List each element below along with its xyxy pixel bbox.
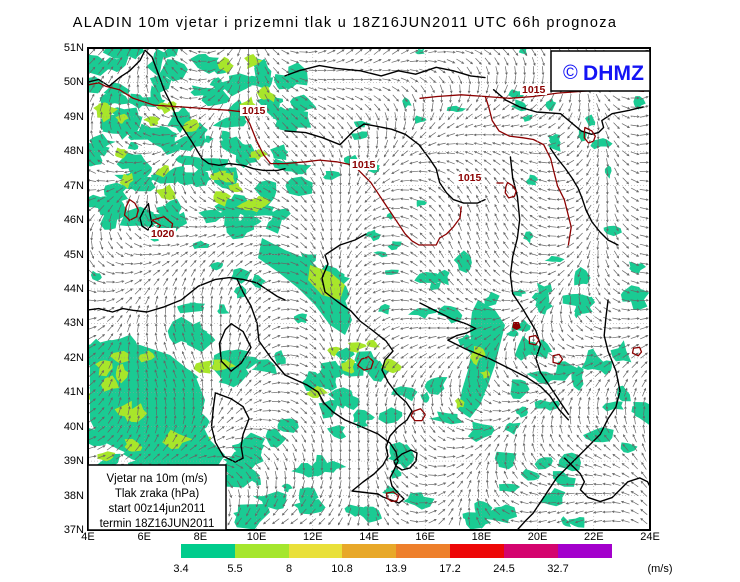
svg-text:Tlak zraka (hPa): Tlak zraka (hPa) xyxy=(115,488,200,500)
svg-text:8: 8 xyxy=(286,563,292,575)
svg-text:termin 18Z16JUN2011: termin 18Z16JUN2011 xyxy=(100,518,215,530)
svg-text:(m/s): (m/s) xyxy=(647,563,672,575)
svg-text:24.5: 24.5 xyxy=(493,563,514,575)
svg-text:1015: 1015 xyxy=(522,84,546,96)
svg-text:©: © xyxy=(563,62,578,84)
svg-text:17.2: 17.2 xyxy=(439,563,460,575)
svg-text:DHMZ: DHMZ xyxy=(583,62,644,85)
svg-text:start 00z14jun2011: start 00z14jun2011 xyxy=(109,503,206,515)
svg-text:5.5: 5.5 xyxy=(227,563,242,575)
svg-text:13.9: 13.9 xyxy=(385,563,406,575)
svg-text:10.8: 10.8 xyxy=(331,563,352,575)
svg-text:Vjetar na 10m (m/s): Vjetar na 10m (m/s) xyxy=(107,473,208,485)
svg-text:1015: 1015 xyxy=(458,172,482,184)
svg-text:1015: 1015 xyxy=(352,159,376,171)
svg-text:1015: 1015 xyxy=(242,105,266,117)
svg-text:1020: 1020 xyxy=(151,228,175,240)
svg-text:3.4: 3.4 xyxy=(173,563,188,575)
svg-text:32.7: 32.7 xyxy=(547,563,568,575)
